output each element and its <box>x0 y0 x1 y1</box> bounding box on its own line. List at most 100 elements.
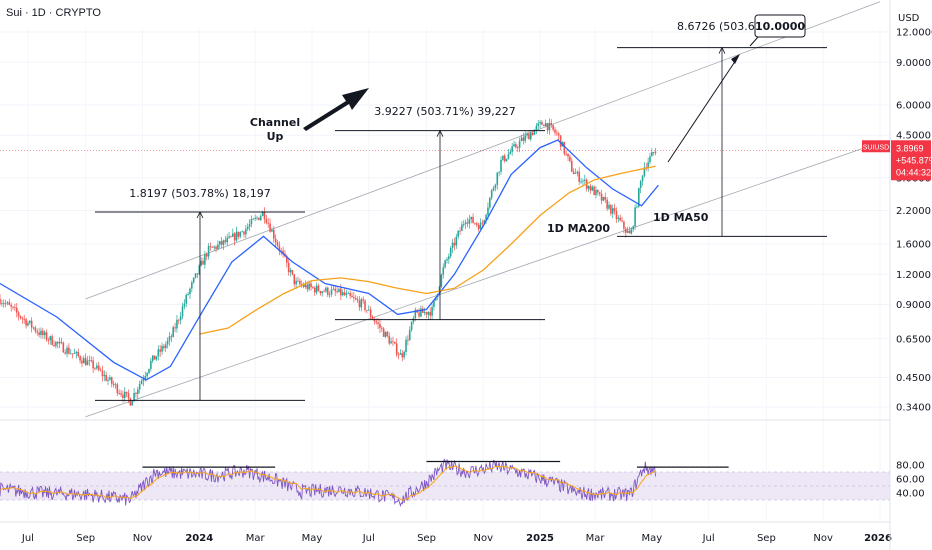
symbol-title[interactable]: Sui · 1D · CRYPTO <box>6 7 101 19</box>
candle-body <box>468 219 471 224</box>
candle-body <box>286 256 288 263</box>
ma200-line <box>199 165 656 335</box>
candle-body <box>619 217 621 221</box>
candle-body <box>606 199 608 209</box>
candle-body <box>215 246 217 250</box>
candle-body <box>628 230 631 234</box>
candle-body <box>109 377 111 380</box>
candle-body <box>310 283 312 288</box>
candle-body <box>101 370 104 377</box>
candle-body <box>265 218 268 223</box>
candle-body <box>45 332 48 340</box>
candle-body <box>202 260 204 265</box>
candle-body <box>14 307 16 309</box>
candle-body <box>15 307 18 313</box>
candle-body <box>133 392 135 402</box>
annotation-layer: 1.8197 (503.78%) 18,197 3.9227 (503.71%) … <box>129 14 932 235</box>
rise1-label: 1.8197 (503.78%) 18,197 <box>129 187 271 200</box>
y-tick-label: 1.2000 <box>896 270 931 281</box>
candle-body <box>438 286 441 294</box>
candle-body <box>185 294 188 304</box>
candle-body <box>492 187 495 191</box>
candle-body <box>321 291 324 294</box>
grid-layer <box>0 28 890 520</box>
candle-body <box>580 181 582 183</box>
candle-body <box>51 336 53 345</box>
candle-body <box>110 377 113 384</box>
x-tick-label: May <box>302 533 323 544</box>
candle-body <box>56 341 59 344</box>
candle-body <box>528 133 530 140</box>
candle-body <box>43 332 46 336</box>
candle-body <box>515 144 517 148</box>
candle-body <box>410 321 413 331</box>
candle-body <box>256 217 258 219</box>
candle-body <box>209 246 212 247</box>
candle-body <box>142 378 145 381</box>
candle-body <box>382 328 385 337</box>
candle-body <box>384 331 387 337</box>
y-tick-label: 4.5000 <box>896 131 931 142</box>
candle-body <box>537 123 540 126</box>
channel-arrow <box>303 88 369 131</box>
candles-layer <box>0 118 657 406</box>
candle-body <box>125 391 128 394</box>
candle-body <box>353 297 355 299</box>
rise-arrowhead <box>436 129 444 137</box>
candle-body <box>597 189 599 193</box>
candle-body <box>191 282 193 289</box>
candle-body <box>306 284 309 290</box>
candle-body <box>313 287 316 293</box>
candle-body <box>137 389 139 394</box>
candle-body <box>84 358 87 366</box>
ma50-label: 1D MA50 <box>653 211 709 224</box>
x-tick-label: Nov <box>133 533 153 544</box>
candle-body <box>457 230 459 237</box>
candle-body <box>176 319 178 329</box>
candle-body <box>62 342 65 353</box>
candle-body <box>6 302 9 304</box>
candle-body <box>205 253 208 257</box>
candle-body <box>449 247 452 257</box>
candle-body <box>602 196 605 201</box>
candle-body <box>282 250 284 254</box>
candle-body <box>401 353 404 358</box>
candle-body <box>90 360 93 361</box>
moving-averages-layer <box>0 139 659 381</box>
y-tick-label: 2.2000 <box>896 206 931 217</box>
y-tick-label: 0.9000 <box>896 300 931 311</box>
candle-body <box>643 167 646 177</box>
candle-body <box>442 267 445 275</box>
x-tick-label: Sep <box>76 533 95 544</box>
candle-body <box>567 153 569 157</box>
candle-body <box>12 306 14 308</box>
candle-body <box>211 246 214 248</box>
candle-body <box>164 344 167 349</box>
candle-body <box>248 224 251 227</box>
candle-body <box>114 384 117 386</box>
candle-body <box>49 336 52 341</box>
rsi-tick-label: 40.00 <box>896 489 925 500</box>
candle-body <box>8 302 11 305</box>
candle-body <box>146 372 148 377</box>
candle-body <box>481 222 484 224</box>
candle-body <box>58 341 61 344</box>
candle-body <box>543 124 545 127</box>
candle-body <box>466 222 469 224</box>
price-tag-price: 3.8969 <box>896 143 924 153</box>
candle-body <box>582 180 584 182</box>
rsi-line <box>0 458 657 508</box>
candle-body <box>526 133 528 136</box>
rsi-layer <box>0 458 890 508</box>
candle-body <box>254 217 256 219</box>
candle-body <box>213 246 215 248</box>
candle-body <box>479 222 482 230</box>
currency-label[interactable]: USD <box>898 13 920 24</box>
candle-body <box>435 297 437 301</box>
candle-body <box>218 241 221 245</box>
candle-body <box>407 339 409 341</box>
projection-arrowhead <box>731 54 740 64</box>
candle-body <box>341 292 344 296</box>
